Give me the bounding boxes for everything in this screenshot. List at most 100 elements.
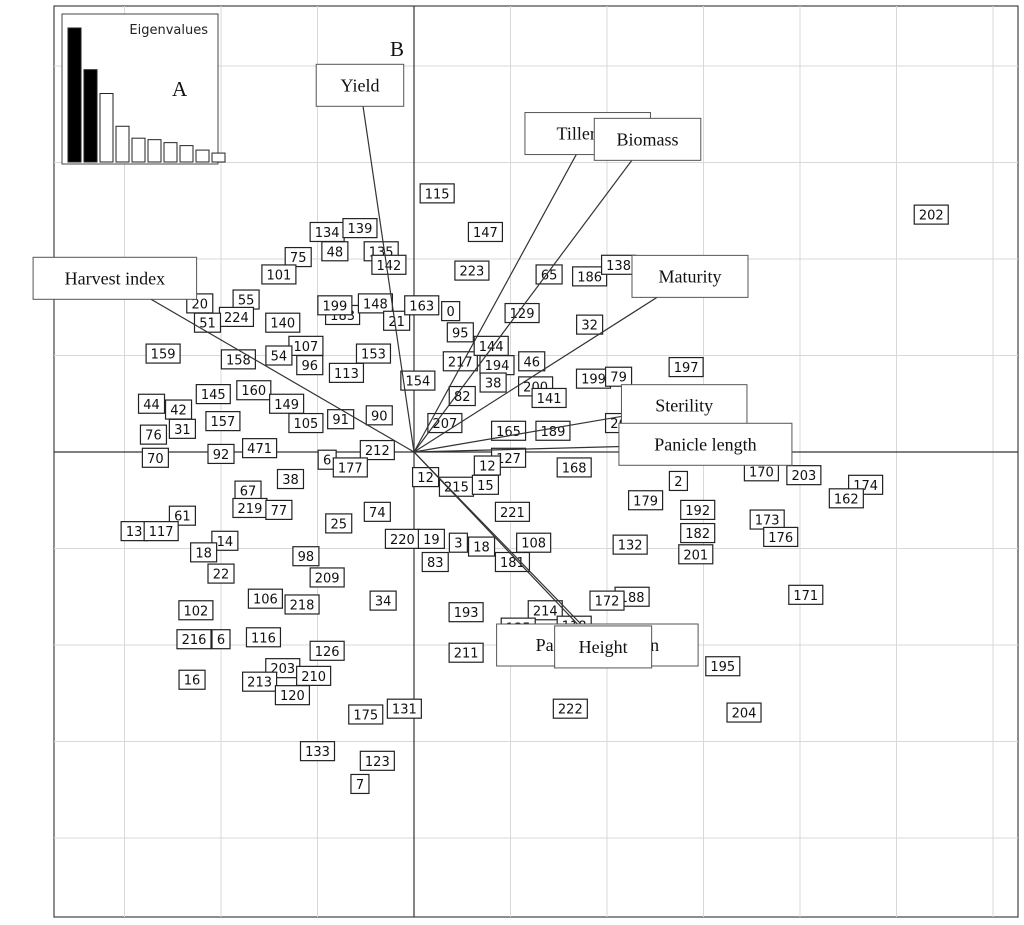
point-label-text: 131 [392,703,417,718]
point-label-box [296,665,332,686]
point-label-text: 189 [541,425,566,440]
point-label: 222 [552,698,588,719]
point-label-box [265,345,293,366]
point-label-text: 223 [459,265,484,280]
point-label-text: 132 [618,539,643,554]
point-label-text: 195 [710,660,735,675]
point-label: 25 [325,513,353,534]
point-label: 212 [359,439,395,461]
point-label-text: 149 [274,398,299,413]
point-label: 223 [454,260,490,281]
point-label-text: 162 [834,492,859,507]
point-label-box [421,551,449,573]
variable-label: Panicle length [618,422,793,466]
point-label-text: 220 [390,533,415,548]
point-label-box [494,501,531,522]
point-label-box [363,501,391,522]
point-label: 46 [518,351,546,372]
point-label-box [518,351,546,372]
variable-label-text: Height [579,637,628,657]
point-label-box [139,424,168,445]
point-label-text: 92 [213,448,230,463]
point-label: 65 [535,264,563,285]
point-label-text: 90 [371,409,388,424]
point-label: 131 [386,698,422,719]
point-label-text: 194 [485,359,510,374]
point-label-text: 101 [266,268,291,283]
point-label-text: 113 [334,367,359,382]
point-label-text: 76 [145,429,162,444]
point-label: 61 [168,505,196,526]
point-label-text: 224 [224,311,249,326]
point-label-text: 214 [533,604,558,619]
point-label: 181 [494,551,531,573]
point-label-text: 12 [417,471,434,486]
point-label-text: 139 [348,222,373,237]
point-label: 95 [446,322,474,343]
point-label: 202 [913,204,949,225]
point-label: 120 [274,685,311,706]
point-label-text: 145 [201,388,226,403]
point-label-box [355,343,392,364]
variable-label: Biomass [593,117,702,161]
point-label-box [572,266,608,287]
point-label: 79 [604,366,633,387]
point-label-text: 65 [541,268,558,283]
point-label: 189 [535,420,571,441]
point-label-box [195,384,231,405]
point-label-box [261,264,297,285]
point-label-text: 95 [452,326,469,341]
point-label-text: 55 [238,294,255,309]
point-label: 168 [556,457,592,478]
point-label: 12 [411,466,440,488]
point-label: 126 [309,640,345,661]
point-label-text: 34 [375,595,392,610]
point-label: 83 [421,551,449,573]
point-label: 204 [726,702,762,723]
point-label: 193 [448,602,484,623]
point-label: 210 [296,665,332,686]
point-label-text: 77 [271,504,288,519]
point-label-box [448,602,484,623]
point-label-text: 13 [126,525,143,540]
variable-label: Maturity [631,254,749,298]
variable-label: Sterility [620,384,748,428]
eigenvalue-bar [179,145,194,163]
point-label: 117 [143,521,179,542]
point-label: 76 [139,424,168,445]
point-label: 123 [359,750,395,771]
point-label-box [269,393,305,414]
point-label-text: 102 [183,604,208,619]
eigenvalue-bar [211,152,226,163]
point-label-box [168,418,196,439]
point-label-box [467,221,504,243]
point-label-box [589,590,625,611]
arrow-shaft [413,275,691,453]
point-label: 170 [743,461,780,482]
point-label-text: 147 [473,226,498,241]
point-label-box [211,530,239,551]
point-label-text: 157 [211,415,236,430]
point-label-text: 79 [610,371,627,386]
point-label: 6 [317,449,337,470]
point-label: 224 [218,306,255,327]
point-label-text: 193 [454,606,479,621]
point-label-text: 221 [500,506,525,521]
point-label-text: 67 [240,485,257,500]
point-label-text: 12 [479,460,496,475]
point-label-box [668,470,689,492]
point-label: 32 [576,314,604,335]
eigenvalue-bar [67,27,82,163]
point-label-box [350,773,370,795]
point-label: 182 [680,522,716,544]
point-label-text: 213 [247,676,272,691]
point-label: 133 [299,741,336,762]
arrow-shaft [114,277,415,453]
point-label: 13 [120,521,148,542]
arrow-shaft [413,138,649,453]
point-label-box [178,669,206,690]
variable-label-box [593,117,702,161]
variable-label-box [315,63,405,107]
